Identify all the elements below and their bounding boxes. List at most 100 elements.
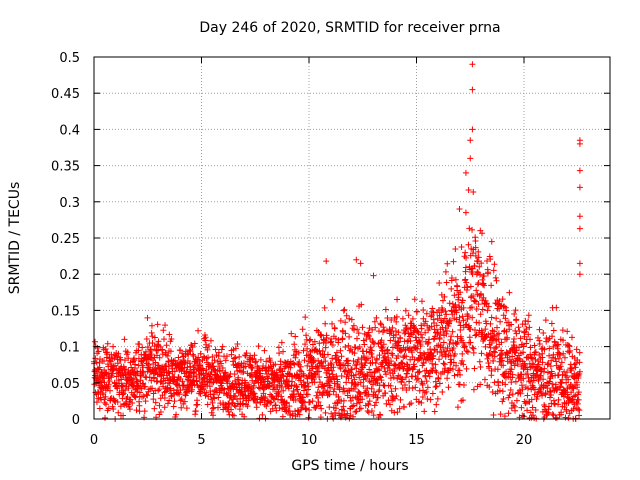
data-point	[129, 382, 136, 389]
data-point	[267, 359, 274, 366]
data-point	[352, 371, 359, 378]
data-point	[472, 244, 479, 251]
data-point	[182, 359, 189, 366]
data-point	[114, 399, 121, 406]
data-point	[311, 379, 318, 386]
data-point	[397, 335, 404, 342]
data-point	[276, 350, 283, 357]
data-point	[550, 343, 557, 350]
data-point	[573, 346, 580, 353]
data-point	[420, 360, 427, 367]
data-point	[253, 358, 260, 365]
data-point	[296, 411, 303, 418]
data-point	[559, 371, 566, 378]
data-point	[236, 353, 243, 360]
data-point	[183, 405, 190, 412]
data-point	[357, 379, 364, 386]
data-point	[154, 341, 161, 348]
data-point	[147, 346, 154, 353]
data-point	[563, 379, 570, 386]
data-point	[387, 382, 394, 389]
data-point	[454, 339, 461, 346]
data-point	[184, 350, 191, 357]
data-point	[497, 411, 504, 418]
data-point	[320, 383, 327, 390]
data-point	[219, 343, 226, 350]
data-point	[359, 396, 366, 403]
data-point	[376, 352, 383, 359]
data-point	[352, 408, 359, 415]
data-point	[417, 352, 424, 359]
data-point	[126, 406, 133, 413]
y-tick-label: 0.3	[59, 196, 80, 211]
chart-title: Day 246 of 2020, SRMTID for receiver prn…	[199, 20, 500, 36]
data-point	[459, 313, 466, 320]
data-point	[467, 137, 474, 144]
data-point	[184, 364, 191, 371]
data-point	[532, 349, 539, 356]
data-point	[431, 347, 438, 354]
data-point	[450, 258, 457, 265]
data-point	[525, 331, 532, 338]
data-point	[202, 392, 209, 399]
data-point	[376, 328, 383, 335]
data-point	[486, 384, 493, 391]
data-point	[393, 331, 400, 338]
data-point	[232, 345, 239, 352]
data-point	[288, 330, 295, 337]
data-point	[548, 391, 555, 398]
data-point	[389, 344, 396, 351]
data-point	[260, 390, 267, 397]
data-point	[470, 189, 477, 196]
data-point	[201, 375, 208, 382]
data-point	[154, 321, 161, 328]
data-point	[552, 381, 559, 388]
data-point	[488, 238, 495, 245]
data-point	[127, 372, 134, 379]
data-point	[536, 326, 543, 333]
data-point	[228, 406, 235, 413]
data-point	[139, 380, 146, 387]
data-point	[412, 334, 419, 341]
data-point	[186, 360, 193, 367]
data-point	[342, 319, 349, 326]
data-point	[342, 330, 349, 337]
data-point	[119, 382, 126, 389]
data-point	[422, 318, 429, 325]
data-point	[449, 300, 456, 307]
data-point	[290, 387, 297, 394]
data-point	[369, 326, 376, 333]
data-point	[460, 304, 467, 311]
data-point	[517, 390, 524, 397]
data-point	[261, 397, 268, 404]
data-point	[193, 378, 200, 385]
y-tick-label: 0.45	[51, 87, 80, 102]
data-point	[291, 341, 298, 348]
data-point	[544, 411, 551, 418]
data-point	[148, 322, 155, 329]
data-point	[293, 348, 300, 355]
data-point	[127, 359, 134, 366]
data-point	[143, 391, 150, 398]
data-point	[395, 353, 402, 360]
data-point	[419, 382, 426, 389]
data-point	[531, 342, 538, 349]
data-point	[564, 369, 570, 376]
data-point	[346, 415, 353, 422]
data-point	[102, 393, 109, 400]
data-point	[346, 333, 353, 340]
data-point	[377, 320, 384, 327]
data-point	[357, 405, 364, 412]
data-point	[535, 361, 542, 368]
data-point	[257, 370, 264, 377]
data-point	[516, 328, 523, 335]
data-point	[442, 268, 449, 275]
data-point	[164, 374, 171, 381]
data-point	[424, 340, 431, 347]
data-point	[380, 382, 387, 389]
data-point	[378, 377, 385, 384]
data-point	[251, 352, 258, 359]
data-point	[406, 378, 413, 385]
data-point	[347, 397, 354, 404]
data-point	[375, 388, 382, 395]
